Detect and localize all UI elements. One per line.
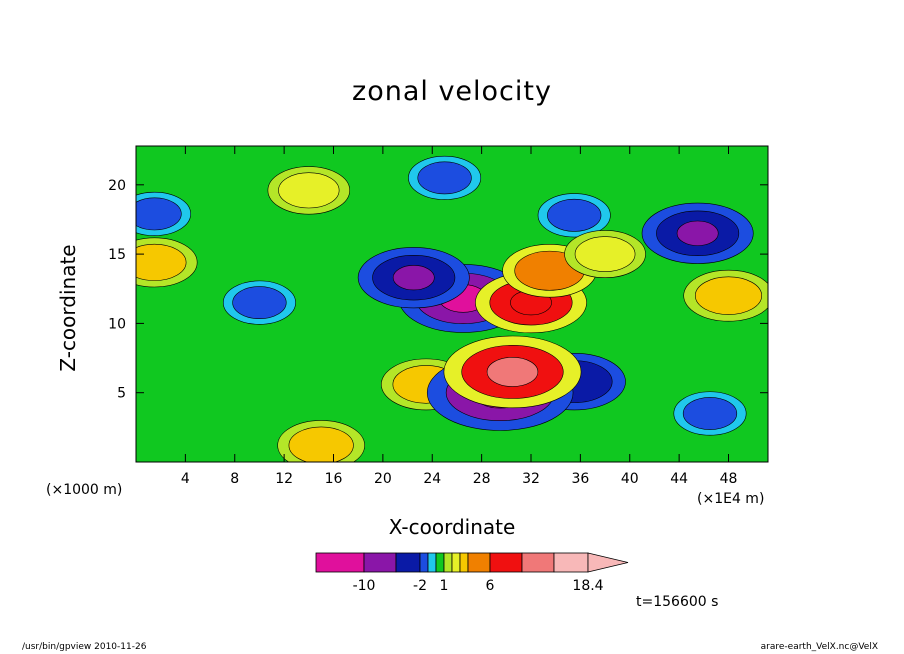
x-ticks: 4 8 12 16 20 24 28 32 36 40 44 48 [181,146,738,487]
x-tick-label: 48 [720,471,738,487]
y-ticks: 5 10 15 20 [108,178,768,402]
y-axis-unit: (×1000 m) [46,482,123,498]
field-feature [136,237,198,288]
colorbar-segment [451,552,461,573]
field-feature [683,269,768,322]
colorbar-label: 1 [440,578,449,594]
x-tick-label: 20 [374,471,392,487]
colorbar: -10 -2 1 6 18.4 [315,552,629,594]
x-tick-label: 28 [473,471,491,487]
chart-title: zonal velocity [352,76,552,107]
colorbar-segment [521,552,555,573]
x-tick-label: 4 [181,471,190,487]
colorbar-segment [395,552,421,573]
colorbar-segment [553,552,589,573]
y-tick-label: 20 [108,178,126,194]
x-tick-label: 16 [325,471,343,487]
field-feature [564,230,646,279]
field-feature [641,202,754,264]
field-feature [443,335,582,409]
colorbar-label: -10 [353,578,376,594]
colorbar-segment [419,552,429,573]
colorbar-arrow [587,552,629,573]
time-label: t=156600 s [636,594,719,610]
plot-frame [135,145,769,463]
field-feature [408,155,482,200]
y-tick-label: 10 [108,316,126,332]
colorbar-segment [435,552,445,573]
field-feature [267,166,351,215]
colorbar-segment [443,552,453,573]
y-tick-label: 5 [117,386,126,402]
colorbar-label: 18.4 [572,578,603,594]
x-tick-label: 32 [522,471,540,487]
x-axis-label: X-coordinate [388,515,516,539]
field-feature [222,280,296,325]
field-feature [537,193,611,238]
colorbar-segment [459,552,469,573]
colorbar-segment [363,552,397,573]
x-tick-label: 12 [275,471,293,487]
colorbar-label: 6 [486,578,495,594]
x-tick-label: 8 [230,471,239,487]
colorbar-label: -2 [413,578,427,594]
footer-program: /usr/bin/gpview 2010-11-26 [22,642,147,652]
y-tick-label: 15 [108,247,126,263]
footer-dataset: arare-earth_VelX.nc@VelX [760,642,878,652]
field-feature [673,391,747,436]
x-tick-label: 24 [423,471,441,487]
x-tick-label: 36 [571,471,589,487]
x-tick-label: 40 [621,471,639,487]
x-axis-unit: (×1E4 m) [697,491,765,507]
colorbar-segment [427,552,437,573]
field-layer [136,155,768,462]
colorbar-segment [489,552,523,573]
field-feature [277,420,365,462]
field-feature [136,191,191,236]
colorbar-segment [315,552,365,573]
colorbar-segment [467,552,491,573]
field-feature [357,247,470,309]
x-tick-label: 44 [670,471,688,487]
